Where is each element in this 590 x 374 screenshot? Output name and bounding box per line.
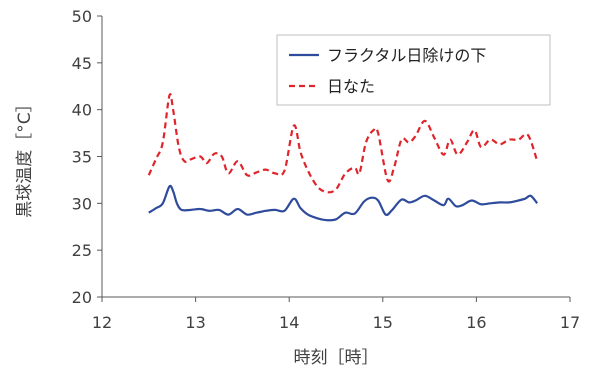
legend-label-series-0: フラクタル日除けの下 [327, 46, 486, 65]
x-tick-label: 12 [92, 313, 112, 332]
x-tick-labels: 12 13 14 15 16 17 [92, 313, 580, 332]
series-line-1 [147, 93, 539, 194]
series-line-0 [148, 184, 539, 222]
y-tick-label: 30 [72, 194, 92, 213]
y-tick-label: 50 [72, 7, 92, 26]
x-tick-label: 17 [560, 313, 580, 332]
legend-box [276, 34, 551, 106]
x-tick-label: 14 [279, 313, 299, 332]
x-axis-title: 時刻［時］ [294, 348, 379, 368]
x-tick-label: 13 [185, 313, 205, 332]
y-tick-label: 40 [72, 101, 92, 120]
y-tick-labels: 20 25 30 35 40 45 50 [72, 7, 92, 307]
x-tick-label: 16 [466, 313, 486, 332]
legend: フラクタル日除けの下 日なた [276, 34, 551, 106]
x-tick-label: 15 [373, 313, 393, 332]
y-tick-label: 20 [72, 288, 92, 307]
series-lines [147, 93, 539, 222]
axes [97, 15, 571, 302]
y-tick-label: 35 [72, 148, 92, 167]
y-tick-label: 45 [72, 54, 92, 73]
legend-label-series-1: 日なた [327, 77, 375, 96]
y-tick-label: 25 [72, 241, 92, 260]
y-axis-title: 黒球温度［°C］ [15, 95, 35, 217]
